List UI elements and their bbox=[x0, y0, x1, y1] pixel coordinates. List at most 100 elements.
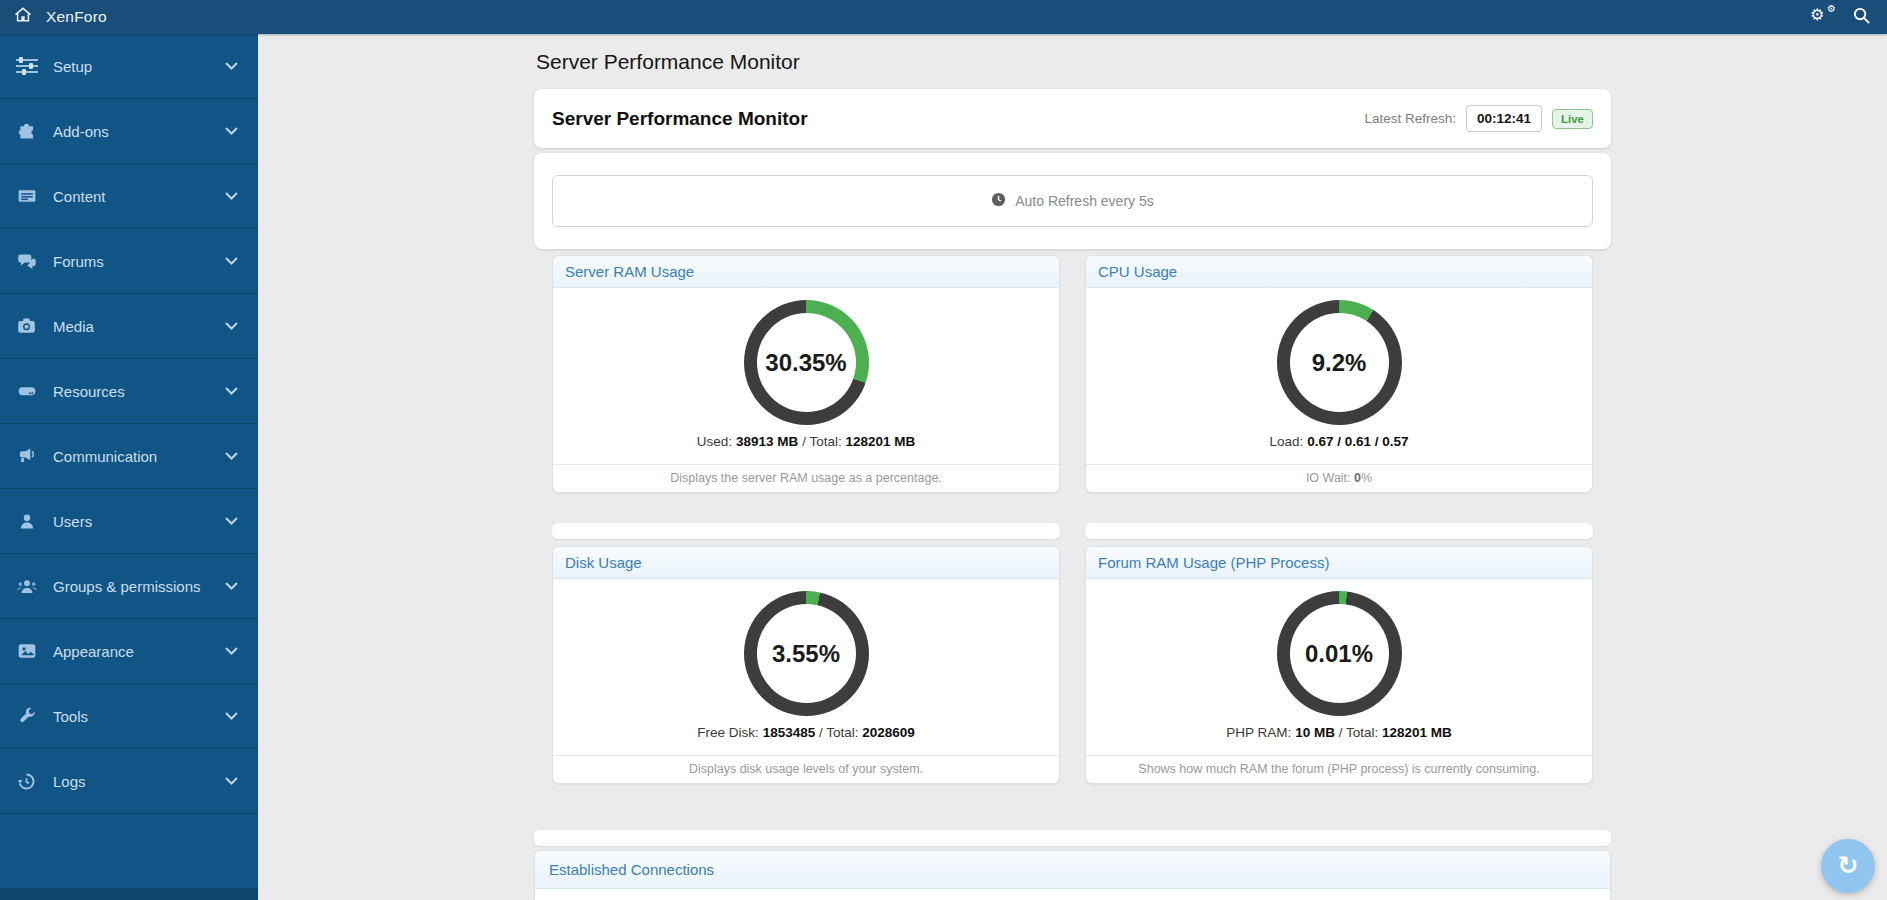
auto-refresh-button[interactable]: Auto Refresh every 5s bbox=[552, 175, 1593, 227]
sidebar-item-label: Appearance bbox=[53, 643, 134, 660]
sidebar-item-label: Forums bbox=[53, 253, 104, 270]
server-ram-gauge: 30.35% bbox=[744, 300, 869, 425]
image-icon bbox=[13, 639, 40, 663]
settings-button[interactable]: ⚙ ⚙ bbox=[1810, 5, 1836, 29]
sidebar-item-add-ons[interactable]: Add-ons bbox=[0, 99, 258, 164]
card-value-line: Load:0.67 / 0.61 / 0.57 bbox=[1086, 434, 1592, 452]
auto-refresh-panel: Auto Refresh every 5s bbox=[534, 153, 1611, 249]
gauge-percent: 30.35% bbox=[765, 349, 846, 377]
sidebar-item-resources[interactable]: Resources bbox=[0, 359, 258, 424]
panel-heading: Server Performance Monitor bbox=[552, 108, 808, 130]
page-title: Server Performance Monitor bbox=[534, 47, 1611, 76]
sidebar-item-label: Content bbox=[53, 188, 106, 205]
card-footer-text: Shows how much RAM the forum (PHP proces… bbox=[1086, 756, 1592, 783]
comments-icon bbox=[13, 249, 40, 273]
chevron-down-icon bbox=[225, 257, 238, 265]
sidebar-item-groups-permissions[interactable]: Groups & permissions bbox=[0, 554, 258, 619]
sidebar-item-content[interactable]: Content bbox=[0, 164, 258, 229]
card-title: CPU Usage bbox=[1086, 256, 1592, 288]
disk-gauge: 3.55% bbox=[744, 591, 869, 716]
megaphone-icon bbox=[13, 444, 40, 468]
card-value-line: PHP RAM:10 MB / Total: 128201 MB bbox=[1086, 725, 1592, 743]
sidebar-item-label: Resources bbox=[53, 383, 125, 400]
chevron-down-icon bbox=[225, 777, 238, 785]
spacer-block bbox=[1085, 523, 1593, 539]
user-group-icon bbox=[13, 574, 40, 598]
main-area: Server Performance Monitor Server Perfor… bbox=[258, 34, 1887, 900]
spacer-block bbox=[534, 830, 1611, 846]
forum-ram-usage-card: Forum RAM Usage (PHP Process) 0.01% PHP … bbox=[1085, 546, 1593, 784]
sidebar-item-label: Groups & permissions bbox=[53, 578, 201, 595]
server-ram-usage-card: Server RAM Usage 30.35% Used:38913 MB / … bbox=[552, 255, 1060, 493]
chevron-down-icon bbox=[225, 582, 238, 590]
card-title: Forum RAM Usage (PHP Process) bbox=[1086, 547, 1592, 579]
server-drive-icon bbox=[13, 379, 40, 403]
card-footer-text: Displays the server RAM usage as a perce… bbox=[553, 465, 1059, 492]
gauge-cards-row-2: Disk Usage 3.55% Free Disk:1853485 / Tot… bbox=[534, 546, 1611, 784]
latest-refresh-label: Latest Refresh: bbox=[1364, 111, 1456, 126]
sidebar-item-forums[interactable]: Forums bbox=[0, 229, 258, 294]
sidebar-item-setup[interactable]: Setup bbox=[0, 34, 258, 99]
floating-refresh-button[interactable]: ↻ bbox=[1821, 839, 1875, 893]
puzzle-icon bbox=[13, 119, 40, 143]
established-connections-body bbox=[535, 889, 1610, 900]
sidebar-item-label: Media bbox=[53, 318, 94, 335]
brand-title[interactable]: XenForo bbox=[46, 8, 107, 26]
gauge-percent: 9.2% bbox=[1312, 349, 1367, 377]
forum-ram-gauge: 0.01% bbox=[1277, 591, 1402, 716]
sidebar-item-appearance[interactable]: Appearance bbox=[0, 619, 258, 684]
sidebar-item-tools[interactable]: Tools bbox=[0, 684, 258, 749]
camera-icon bbox=[13, 314, 40, 338]
card-footer-text: IO Wait: 0% bbox=[1086, 465, 1592, 492]
live-status-badge: Live bbox=[1552, 109, 1593, 129]
sidebar-item-label: Users bbox=[53, 513, 92, 530]
monitor-header-panel: Server Performance Monitor Latest Refres… bbox=[534, 89, 1611, 148]
newspaper-icon bbox=[13, 184, 40, 208]
gauge-percent: 3.55% bbox=[772, 640, 840, 668]
refresh-icon: ↻ bbox=[1838, 853, 1859, 878]
chevron-down-icon bbox=[225, 452, 238, 460]
sidebar-nav: Setup Add-ons Content bbox=[0, 34, 258, 900]
spacer-row bbox=[534, 523, 1611, 539]
sidebar-item-label: Setup bbox=[53, 58, 92, 75]
sidebar-item-label: Add-ons bbox=[53, 123, 109, 140]
chevron-down-icon bbox=[225, 62, 238, 70]
gauge-percent: 0.01% bbox=[1305, 640, 1373, 668]
card-footer-text: Displays disk usage levels of your syste… bbox=[553, 756, 1059, 783]
sidebar-item-label: Logs bbox=[53, 773, 86, 790]
wrench-icon bbox=[13, 704, 40, 728]
cpu-gauge: 9.2% bbox=[1277, 300, 1402, 425]
cpu-usage-card: CPU Usage 9.2% Load:0.67 / 0.61 / 0.57 I… bbox=[1085, 255, 1593, 493]
established-connections-title: Established Connections bbox=[535, 851, 1610, 889]
chevron-down-icon bbox=[225, 387, 238, 395]
gauge-cards-row-1: Server RAM Usage 30.35% Used:38913 MB / … bbox=[534, 255, 1611, 493]
card-title: Disk Usage bbox=[553, 547, 1059, 579]
established-connections-panel: Established Connections bbox=[534, 850, 1611, 900]
card-title: Server RAM Usage bbox=[553, 256, 1059, 288]
chevron-down-icon bbox=[225, 322, 238, 330]
search-icon bbox=[1852, 6, 1871, 29]
spacer-block bbox=[552, 523, 1060, 539]
sidebar-item-users[interactable]: Users bbox=[0, 489, 258, 554]
chevron-down-icon bbox=[225, 712, 238, 720]
top-bar: XenForo ⚙ ⚙ bbox=[0, 0, 1887, 34]
sidebar-footer-strip bbox=[0, 888, 258, 900]
chevron-down-icon bbox=[225, 517, 238, 525]
gear-icon: ⚙ bbox=[1810, 7, 1824, 23]
sidebar-item-communication[interactable]: Communication bbox=[0, 424, 258, 489]
card-value-line: Free Disk:1853485 / Total: 2028609 bbox=[553, 725, 1059, 743]
latest-refresh-time: 00:12:41 bbox=[1466, 105, 1542, 132]
history-icon bbox=[13, 769, 40, 793]
sidebar-item-logs[interactable]: Logs bbox=[0, 749, 258, 814]
auto-refresh-label: Auto Refresh every 5s bbox=[1015, 193, 1154, 209]
search-button[interactable] bbox=[1852, 6, 1871, 29]
gear-small-icon: ⚙ bbox=[1827, 4, 1836, 14]
user-icon bbox=[13, 509, 40, 533]
chevron-down-icon bbox=[225, 192, 238, 200]
sidebar-item-label: Tools bbox=[53, 708, 88, 725]
card-value-line: Used:38913 MB / Total: 128201 MB bbox=[553, 434, 1059, 452]
home-button[interactable] bbox=[8, 0, 38, 34]
sidebar-item-label: Communication bbox=[53, 448, 157, 465]
sidebar-item-media[interactable]: Media bbox=[0, 294, 258, 359]
disk-usage-card: Disk Usage 3.55% Free Disk:1853485 / Tot… bbox=[552, 546, 1060, 784]
